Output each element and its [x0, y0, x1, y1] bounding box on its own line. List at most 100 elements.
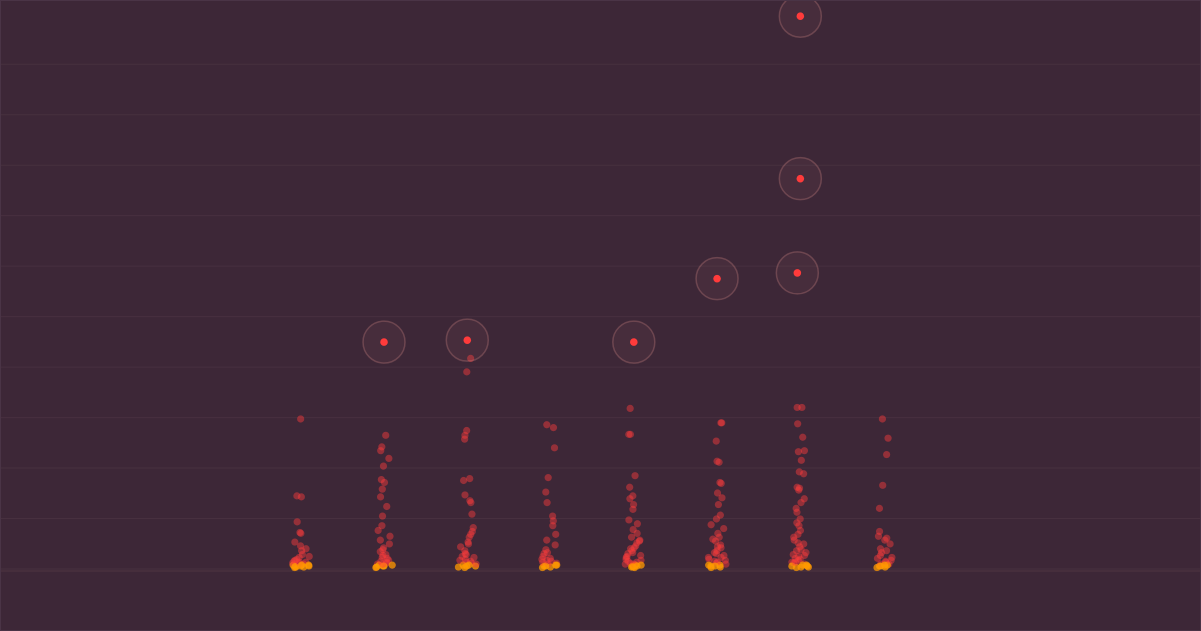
point-group-6	[704, 419, 730, 572]
data-point	[539, 552, 547, 561]
point-group-1	[289, 415, 313, 572]
point-group-7	[788, 403, 813, 572]
data-point	[626, 430, 635, 438]
data-point	[374, 526, 382, 535]
data-point	[800, 495, 808, 503]
data-point	[882, 547, 891, 555]
data-point	[797, 499, 805, 507]
data-point	[635, 537, 644, 545]
data-point	[793, 483, 801, 491]
data-point	[379, 551, 387, 560]
data-point	[466, 497, 474, 505]
data-point	[380, 562, 388, 570]
data-point	[624, 557, 632, 565]
outlier-point	[380, 338, 388, 346]
data-point	[717, 419, 725, 427]
data-point	[463, 368, 471, 376]
data-point	[791, 558, 800, 566]
data-point	[712, 549, 720, 558]
data-point	[795, 468, 803, 476]
data-point	[542, 562, 550, 570]
data-point	[878, 415, 887, 423]
data-point	[542, 488, 550, 496]
data-point	[376, 548, 384, 556]
data-point	[711, 537, 720, 545]
data-point	[295, 553, 303, 562]
data-point	[549, 424, 558, 432]
data-point	[798, 403, 806, 412]
data-point	[472, 560, 480, 568]
data-point	[293, 555, 301, 563]
data-point	[717, 479, 725, 487]
data-point	[297, 415, 305, 423]
outlier-point	[463, 336, 472, 344]
data-point	[461, 431, 469, 439]
data-point	[789, 550, 797, 559]
data-point	[629, 549, 637, 557]
data-point	[631, 472, 639, 480]
data-point	[538, 555, 546, 563]
data-point	[881, 536, 889, 544]
data-point	[881, 561, 889, 569]
data-point	[540, 549, 548, 558]
data-point	[382, 550, 390, 559]
data-point	[876, 551, 884, 560]
data-point	[468, 510, 476, 518]
data-point	[794, 420, 802, 428]
data-point	[800, 470, 808, 478]
data-point	[796, 555, 804, 563]
data-point	[794, 556, 802, 564]
point-group-3	[454, 354, 480, 572]
data-point	[626, 404, 634, 413]
data-point	[792, 563, 800, 572]
data-point	[709, 535, 717, 543]
data-point	[713, 489, 722, 497]
data-point	[461, 491, 469, 499]
data-point	[796, 526, 805, 535]
data-point	[386, 532, 394, 540]
data-point	[720, 551, 728, 560]
data-point	[385, 540, 393, 548]
data-point	[713, 543, 722, 551]
data-point	[378, 522, 386, 530]
data-point	[712, 515, 721, 523]
data-point	[795, 552, 803, 561]
data-point	[713, 547, 721, 555]
data-point	[457, 543, 465, 551]
outlier-point	[630, 338, 638, 346]
data-point	[790, 533, 798, 541]
data-point	[291, 538, 299, 546]
outlier-point	[796, 174, 805, 183]
data-point	[464, 540, 473, 548]
data-point	[714, 529, 722, 537]
data-point	[802, 549, 810, 557]
data-point	[378, 553, 386, 562]
data-point	[298, 547, 306, 555]
data-point	[624, 549, 632, 558]
data-point	[388, 561, 396, 569]
data-point	[622, 555, 630, 563]
data-point	[637, 551, 645, 560]
data-point	[715, 533, 723, 541]
data-point	[883, 534, 891, 542]
data-point	[721, 556, 729, 564]
data-point	[629, 500, 638, 509]
data-point	[466, 474, 474, 483]
data-point	[799, 433, 807, 441]
data-point	[625, 516, 633, 524]
data-point	[716, 478, 724, 487]
outlier-point	[796, 12, 805, 20]
data-point	[298, 550, 306, 559]
data-point	[378, 485, 386, 493]
data-point	[376, 536, 384, 544]
data-point	[877, 549, 886, 557]
data-point	[378, 512, 387, 520]
data-point	[467, 530, 475, 538]
outlier-point	[713, 274, 721, 283]
data-point	[467, 354, 475, 363]
data-point	[797, 546, 805, 554]
data-point	[713, 457, 721, 465]
data-point	[383, 554, 391, 562]
